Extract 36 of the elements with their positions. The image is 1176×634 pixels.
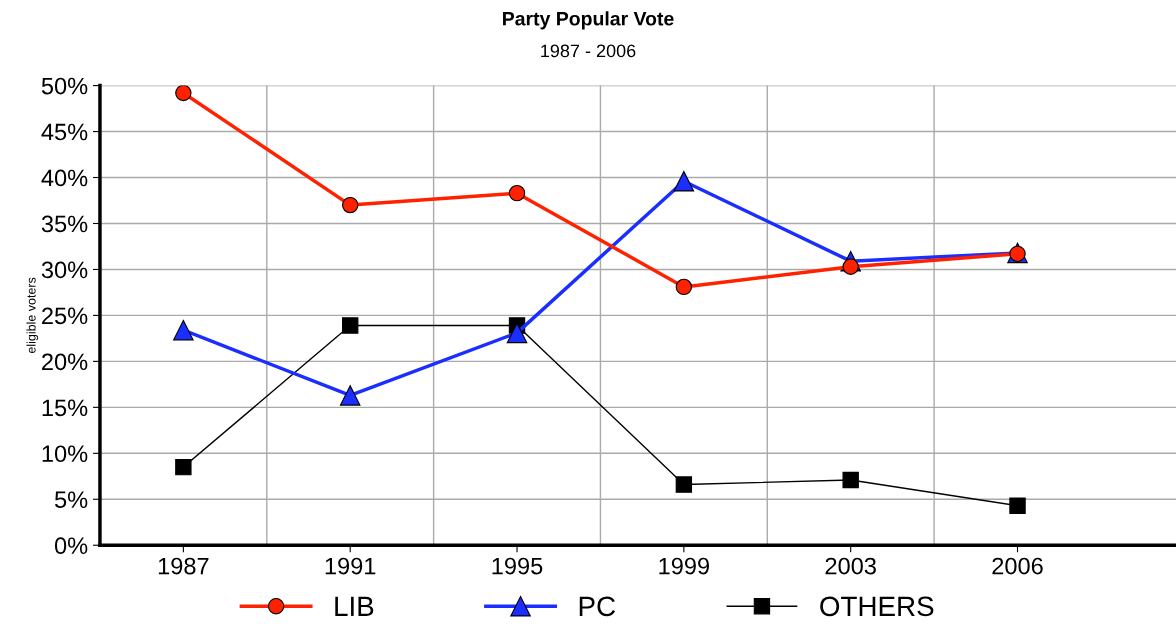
- y-tick-label: 50%: [41, 77, 88, 95]
- point: [339, 385, 361, 406]
- legend-label: OTHERS: [820, 596, 934, 617]
- point: [675, 278, 693, 296]
- legend-label: LIB: [335, 596, 374, 616]
- y-tick-label: 30%: [41, 261, 88, 279]
- y-axis-title: eligible voters: [26, 277, 39, 354]
- y-tick-label: 45%: [41, 123, 88, 141]
- point: [342, 196, 359, 214]
- point: [675, 476, 693, 493]
- point: [506, 322, 528, 344]
- point: [173, 319, 194, 341]
- y-tick-label: 25%: [42, 307, 88, 325]
- point: [508, 184, 526, 202]
- point: [175, 458, 192, 476]
- x-tick-label: 2006: [992, 557, 1043, 575]
- point: [1009, 497, 1026, 514]
- y-tick-label: 15%: [42, 399, 88, 417]
- x-tick-label: 1987: [158, 557, 209, 575]
- x-tick-label: 2003: [825, 557, 876, 575]
- y-tick-label: 35%: [41, 215, 88, 233]
- y-tick-label: 10%: [42, 445, 88, 463]
- x-tick-label: 1999: [659, 557, 709, 575]
- point: [673, 170, 695, 192]
- y-tick-label: 20%: [42, 353, 88, 371]
- point: [842, 471, 859, 489]
- point: [342, 317, 359, 334]
- y-tick-label: 40%: [41, 169, 88, 187]
- x-tick-label: 1995: [492, 557, 543, 575]
- x-tick-label: 1991: [325, 557, 376, 575]
- legend-label: PC: [579, 596, 616, 617]
- chart-title: Party Popular Vote: [503, 11, 674, 30]
- y-tick-label: 5%: [54, 491, 88, 509]
- y-tick-label: 0%: [54, 537, 88, 555]
- point: [175, 85, 192, 102]
- chart-subtitle: 1987 - 2006: [541, 44, 636, 58]
